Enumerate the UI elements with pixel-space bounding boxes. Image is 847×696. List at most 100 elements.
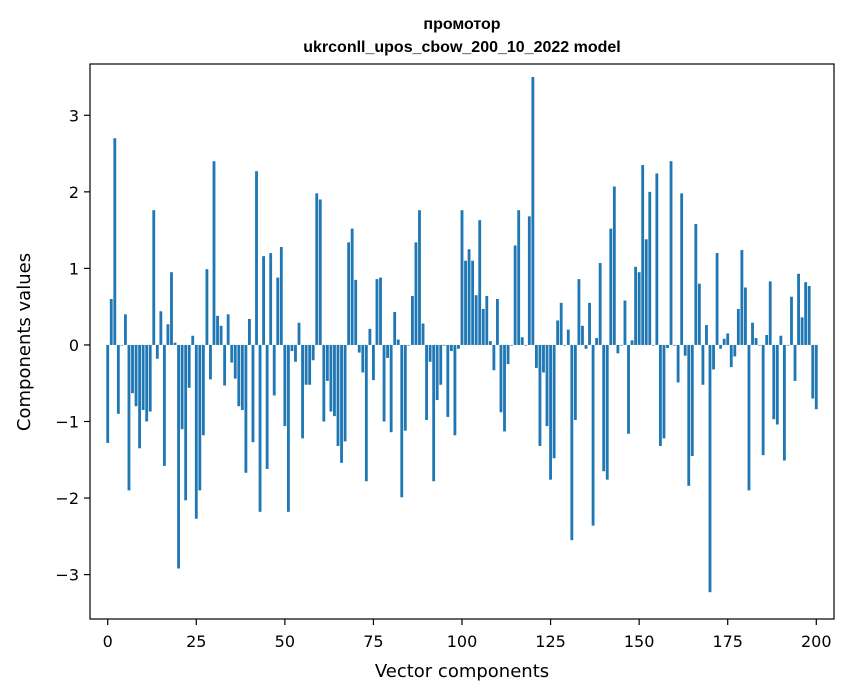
bar-164	[687, 344, 691, 486]
bar-128	[559, 302, 563, 345]
bar-108	[488, 341, 492, 345]
bar-179	[740, 250, 744, 345]
bar-176	[729, 344, 733, 368]
bar-188	[772, 344, 776, 420]
bar-144	[616, 344, 620, 354]
bar-101	[464, 260, 467, 345]
bar-122	[538, 344, 542, 446]
bar-12	[148, 344, 152, 412]
bar-156	[658, 344, 662, 446]
x-tick-label: 0	[103, 632, 113, 651]
bar-139	[598, 263, 602, 345]
bar-113	[506, 344, 510, 365]
bar-183	[754, 338, 758, 345]
bar-154	[651, 344, 655, 346]
bar-136	[588, 302, 591, 345]
bar-10	[141, 344, 145, 411]
bar-147	[627, 344, 630, 434]
bar-102	[467, 249, 471, 345]
bar-38	[240, 344, 244, 411]
bar-190	[779, 335, 783, 345]
bar-48	[276, 277, 280, 345]
bar-62	[325, 344, 329, 381]
x-tick-label: 75	[363, 632, 383, 651]
y-tick-label: 1	[69, 259, 79, 278]
bar-41	[251, 344, 255, 443]
bar-24	[191, 335, 195, 345]
bar-39	[244, 344, 248, 473]
bar-130	[566, 329, 570, 345]
bar-22	[184, 344, 188, 501]
bar-33	[223, 344, 227, 386]
bar-197	[804, 282, 808, 345]
bar-187	[768, 281, 772, 345]
x-tick-label: 175	[712, 632, 743, 651]
x-tick-label: 100	[447, 632, 478, 651]
bar-64	[333, 344, 336, 417]
bar-6	[127, 344, 131, 491]
bar-3	[116, 344, 120, 414]
bar-57	[308, 344, 312, 385]
bar-13	[152, 210, 156, 345]
bar-129	[563, 344, 567, 346]
bar-44	[262, 256, 266, 345]
bar-155	[655, 173, 659, 345]
bar-59	[315, 193, 319, 345]
bar-186	[765, 334, 769, 345]
bar-68	[347, 242, 351, 345]
bar-198	[807, 286, 811, 345]
bar-134	[581, 325, 584, 345]
bar-114	[510, 344, 514, 346]
bar-36	[233, 344, 237, 379]
bar-18	[170, 272, 173, 345]
bar-42	[255, 171, 258, 345]
bar-34	[226, 314, 230, 345]
bar-161	[676, 344, 680, 383]
bar-53	[294, 344, 297, 362]
bar-23	[187, 344, 191, 388]
bar-14	[155, 344, 159, 359]
bar-7	[131, 344, 134, 394]
y-tick-label: 0	[69, 336, 79, 355]
bar-95	[442, 344, 446, 346]
bar-35	[230, 344, 234, 363]
bar-105	[478, 220, 482, 345]
bar-175	[726, 333, 730, 345]
bar-85	[407, 344, 411, 346]
bar-142	[609, 228, 613, 345]
bar-193	[790, 296, 793, 345]
bar-28	[205, 269, 209, 345]
bar-194	[793, 344, 797, 381]
bar-97	[449, 344, 453, 352]
bar-189	[775, 344, 779, 425]
bar-50	[283, 344, 287, 427]
bar-26	[198, 344, 202, 491]
bar-178	[736, 308, 740, 345]
bar-84	[403, 344, 407, 431]
bar-87	[414, 242, 418, 345]
bar-20	[177, 344, 180, 569]
bar-153	[648, 191, 652, 345]
bar-157	[662, 344, 666, 439]
y-tick-label: −3	[55, 566, 79, 585]
bar-0	[106, 344, 110, 443]
bar-17	[166, 324, 170, 345]
x-tick-label: 200	[801, 632, 832, 651]
bar-94	[439, 344, 443, 385]
bar-96	[446, 344, 450, 417]
bar-107	[485, 295, 489, 345]
chart-title-line-2: ukrconll_upos_cbow_200_10_2022 model	[303, 39, 620, 56]
bar-106	[481, 308, 485, 345]
bar-30	[212, 161, 216, 345]
x-tick-label: 25	[186, 632, 206, 651]
y-axis-ticks: −3 −2 −1 0 1 2 3	[55, 106, 90, 585]
bar-series	[106, 77, 818, 593]
bar-49	[279, 246, 283, 345]
bar-8	[134, 344, 138, 407]
bar-145	[620, 344, 623, 346]
bar-163	[683, 344, 687, 356]
bar-159	[669, 161, 673, 345]
bar-199	[811, 344, 815, 399]
